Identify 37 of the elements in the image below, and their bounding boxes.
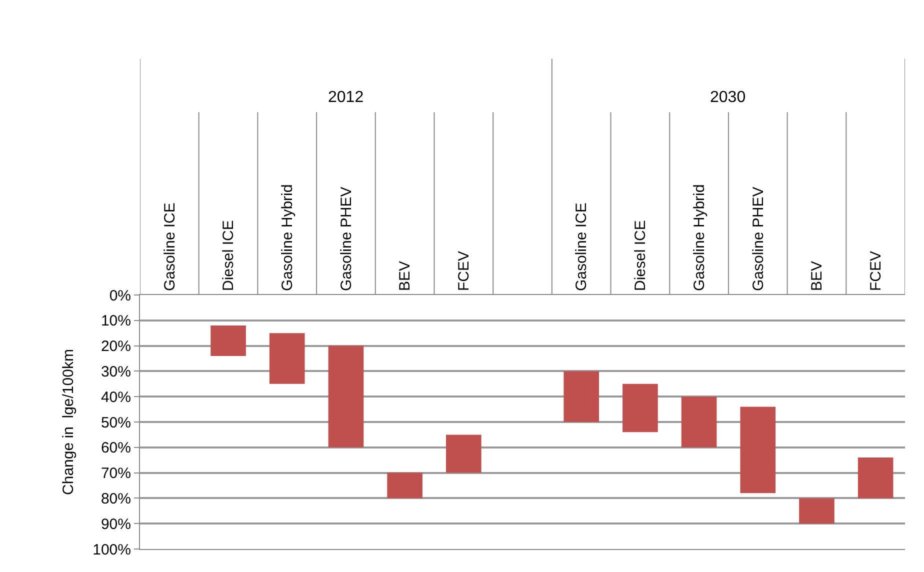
y-tick-label: 10%: [100, 312, 131, 330]
text: 2030: [710, 89, 746, 106]
y-tick-label: 80%: [100, 490, 131, 508]
y-axis-title: Change in lge/100km: [60, 349, 77, 495]
x-tick-label: Gasoline PHEV: [750, 186, 767, 291]
text: 2012: [328, 89, 364, 106]
x-tick-label: Gasoline ICE: [573, 202, 590, 291]
x-tick-label: Diesel ICE: [220, 220, 238, 291]
y-tick-label: 20%: [100, 338, 131, 356]
x-tick-label: FCEV: [867, 250, 884, 291]
x-tick-label: FCEV: [456, 250, 473, 291]
y-tick-label: 30%: [100, 363, 131, 380]
y-tick-label: 0%: [109, 287, 131, 304]
bar: [740, 406, 776, 494]
x-tick-label: Gasoline ICE: [161, 202, 178, 291]
bar: [210, 325, 246, 356]
x-tick-label: Gasoline Hybrid: [690, 184, 708, 291]
bar: [858, 458, 894, 498]
bar: [681, 396, 717, 448]
x-tick-label: Gasoline Hybrid: [278, 184, 296, 291]
bar: [564, 371, 599, 422]
y-tick-label: 60%: [100, 440, 131, 457]
y-tick-label: 90%: [100, 516, 131, 533]
bar: [387, 472, 422, 498]
bar: [799, 498, 834, 524]
y-tick-label: 70%: [100, 465, 131, 482]
x-tick-label: Gasoline PHEV: [338, 186, 355, 291]
y-tick-label: 100%: [92, 541, 131, 558]
bar: [446, 434, 482, 473]
bar: [269, 333, 305, 384]
bar: [622, 384, 658, 432]
x-tick-label: BEV: [808, 260, 826, 291]
y-tick-label: 40%: [100, 388, 131, 406]
x-tick-label: Diesel ICE: [632, 220, 650, 291]
bar: [328, 346, 364, 448]
y-tick-label: 50%: [100, 414, 131, 432]
x-tick-label: BEV: [396, 260, 414, 291]
